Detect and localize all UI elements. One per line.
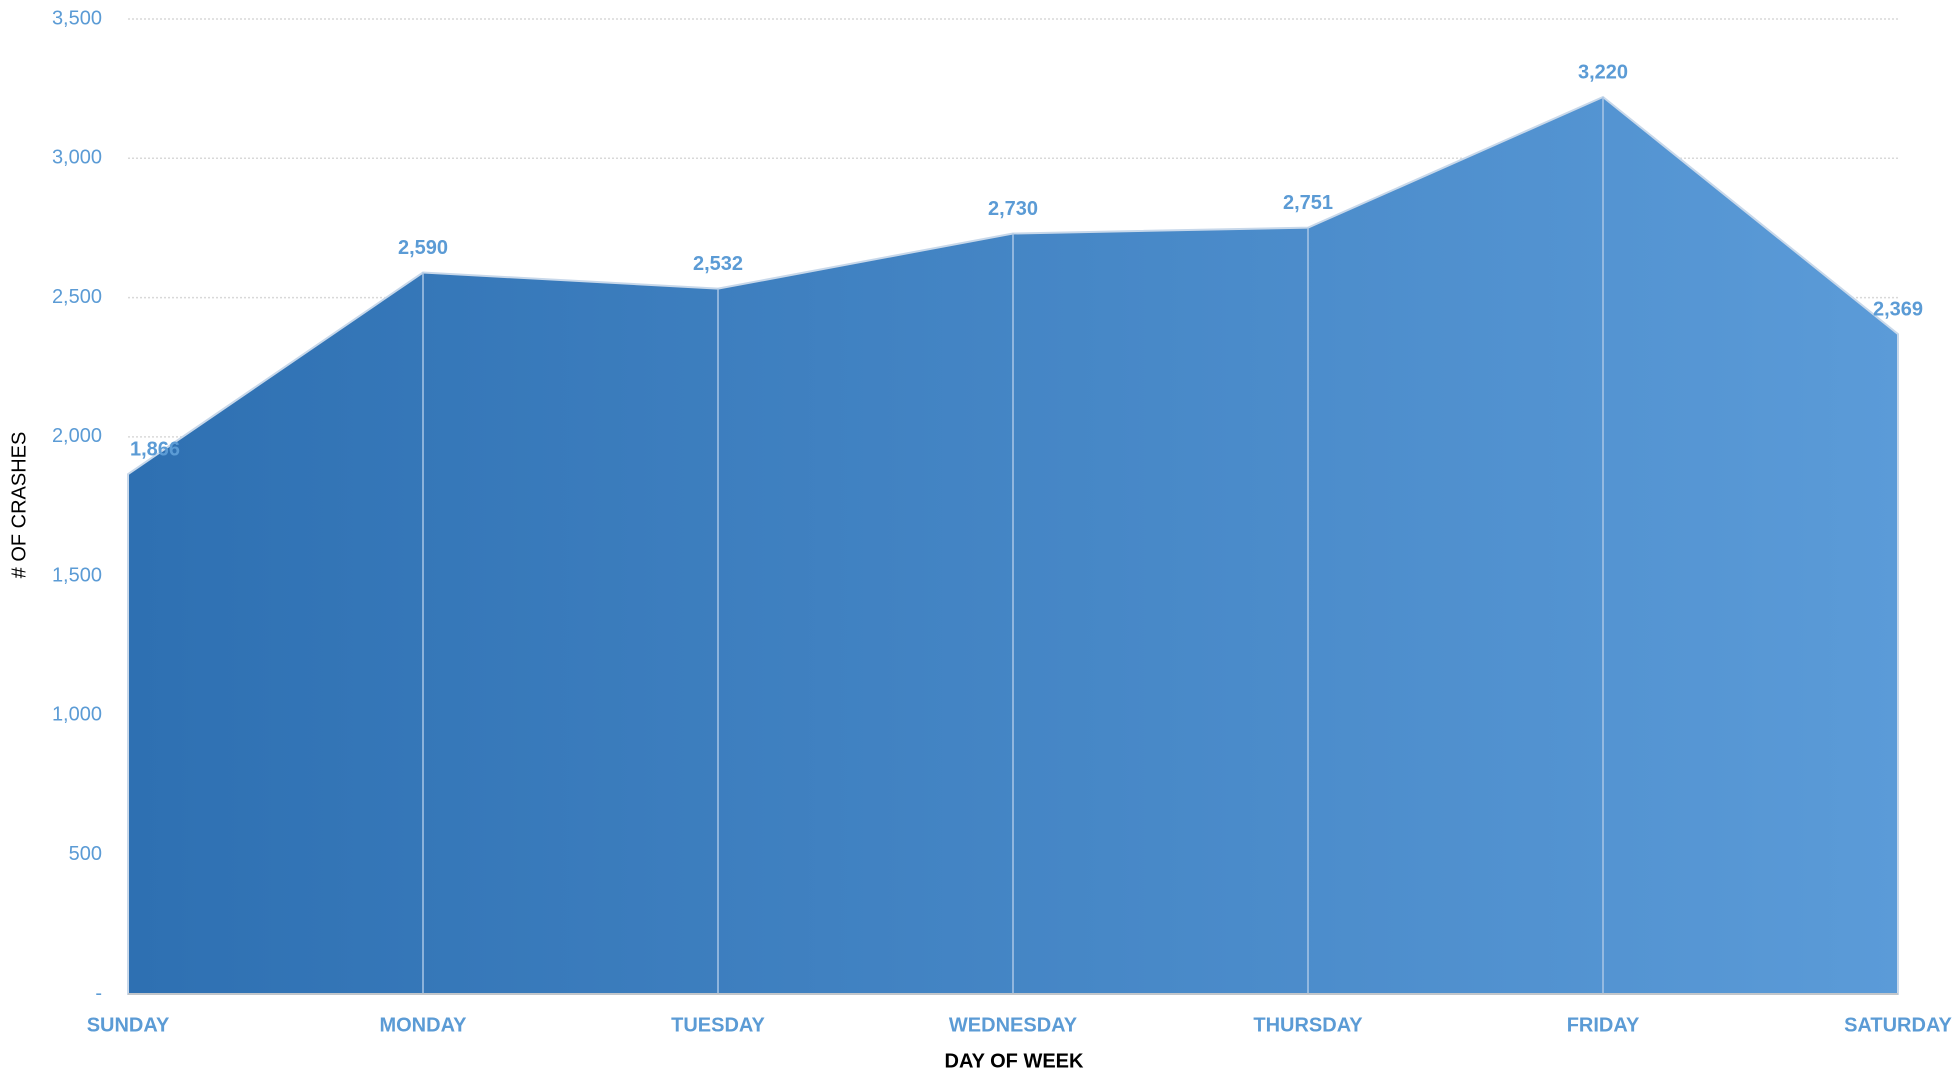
value-label: 2,730 (988, 198, 1038, 220)
x-tick-label: FRIDAY (1567, 1014, 1640, 1036)
y-tick-label: 1,000 (52, 704, 102, 726)
y-tick-label: 2,000 (52, 425, 102, 447)
value-label: 2,532 (693, 253, 743, 275)
value-label: 2,751 (1283, 192, 1333, 214)
x-axis-title: DAY OF WEEK (945, 1050, 1084, 1072)
x-tick-label: MONDAY (379, 1014, 467, 1036)
value-label: 2,590 (398, 237, 448, 259)
value-label: 3,220 (1578, 61, 1628, 83)
x-tick-label: TUESDAY (671, 1014, 765, 1036)
y-tick-label: 3,000 (52, 147, 102, 169)
y-tick-label: - (95, 982, 102, 1004)
x-tick-label: THURSDAY (1253, 1014, 1363, 1036)
y-tick-label: 1,500 (52, 564, 102, 586)
value-label: 1,866 (130, 438, 180, 460)
x-tick-label: WEDNESDAY (949, 1014, 1078, 1036)
value-label: 2,369 (1873, 298, 1923, 320)
x-tick-label: SUNDAY (87, 1014, 170, 1036)
x-tick-label: SATURDAY (1844, 1014, 1952, 1036)
y-tick-label: 3,500 (52, 7, 102, 29)
y-axis-title: # OF CRASHES (8, 432, 30, 579)
y-tick-label: 2,500 (52, 286, 102, 308)
y-tick-label: 500 (69, 843, 102, 865)
